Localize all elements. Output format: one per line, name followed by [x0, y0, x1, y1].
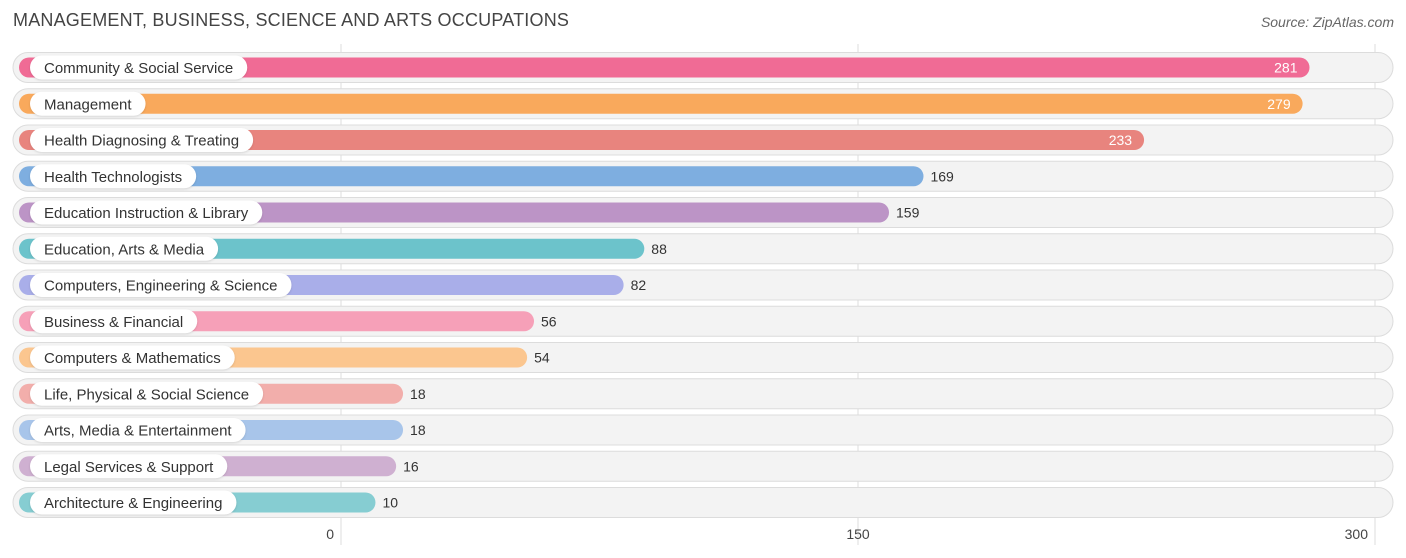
bar: [19, 93, 1303, 114]
bar-row: Health Diagnosing & Treating 233: [12, 124, 1394, 156]
bar-row: Business & Financial 56: [12, 305, 1394, 337]
bar-label: Education, Arts & Media: [44, 241, 205, 258]
bar-label: Community & Social Service: [44, 60, 233, 77]
bar-row: Management 279: [12, 88, 1394, 120]
bar-label: Computers & Mathematics: [44, 350, 221, 367]
data-label: 54: [534, 350, 550, 366]
bar-row: Computers & Mathematics 54: [12, 342, 1394, 373]
x-tick-label: 0: [326, 526, 334, 542]
data-label: 279: [1267, 96, 1291, 112]
bar-row: Arts, Media & Entertainment 18: [12, 414, 1394, 446]
data-label: 233: [1109, 132, 1133, 148]
source-note: Source: ZipAtlas.com: [1260, 14, 1394, 30]
x-tick-label: 300: [1345, 526, 1369, 542]
data-label: 82: [631, 277, 647, 293]
bar-row: Education Instruction & Library 159: [12, 197, 1394, 228]
data-label: 88: [651, 241, 667, 257]
bar-label-pill: [30, 273, 292, 297]
bar: [19, 166, 924, 187]
bar-label-pill: [30, 418, 246, 442]
bar-label: Life, Physical & Social Science: [44, 386, 249, 403]
bar-label: Management: [44, 96, 132, 113]
data-label: 281: [1274, 60, 1298, 76]
bar-label: Arts, Media & Entertainment: [44, 423, 232, 440]
bar: [19, 57, 1310, 78]
data-label: 18: [410, 422, 426, 438]
bar-label-pill: [30, 128, 254, 152]
bar-label-pill: [30, 490, 237, 515]
bar-row: Legal Services & Support 16: [12, 450, 1394, 482]
bar-row: Life, Physical & Social Science 18: [12, 378, 1394, 410]
bar-row: Computers, Engineering & Science 82: [12, 269, 1394, 301]
bar-row: Education, Arts & Media 88: [12, 233, 1394, 265]
data-label: 56: [541, 313, 557, 329]
bar-label: Legal Services & Support: [44, 459, 214, 476]
bar-row: Health Technologists 169: [12, 160, 1394, 192]
bar-label: Education Instruction & Library: [44, 205, 249, 222]
bar-label-pill: [30, 345, 235, 370]
bar-label: Health Diagnosing & Treating: [44, 133, 239, 150]
data-label: 16: [403, 458, 419, 474]
bar-row: Architecture & Engineering 10: [12, 487, 1394, 518]
bar-label: Health Technologists: [44, 169, 182, 186]
bar-label-pill: [30, 164, 197, 189]
data-label: 10: [382, 495, 398, 511]
x-tick-label: 150: [846, 526, 870, 542]
bar-label-pill: [30, 200, 263, 225]
data-label: 159: [896, 205, 920, 221]
bar-label-pill: [30, 381, 264, 406]
bar-label: Business & Financial: [44, 314, 183, 331]
bar-label-pill: [30, 454, 228, 479]
data-label: 169: [930, 168, 954, 184]
chart-title: MANAGEMENT, BUSINESS, SCIENCE AND ARTS O…: [13, 10, 570, 30]
data-label: 18: [410, 386, 426, 402]
bar-row: Community & Social Service 281: [12, 52, 1394, 83]
bar-label: Computers, Engineering & Science: [44, 278, 277, 295]
bar: [19, 130, 1145, 150]
bar-label-pill: [30, 55, 248, 80]
bar-label-pill: [30, 309, 198, 334]
bar-label-pill: [30, 91, 146, 116]
bar-label-pill: [30, 236, 219, 261]
bar-label: Architecture & Engineering: [44, 495, 222, 512]
